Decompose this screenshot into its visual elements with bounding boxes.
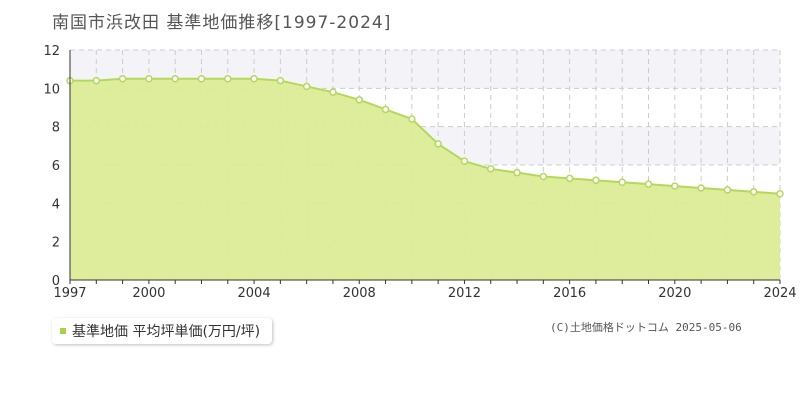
data-point — [355, 96, 364, 104]
data-point — [749, 188, 758, 196]
data-point — [460, 157, 469, 165]
data-point — [408, 115, 416, 123]
data-point — [592, 176, 600, 185]
data-point — [723, 186, 732, 194]
series-line — [70, 77, 781, 195]
y-tick-label: 8 — [52, 121, 60, 136]
area-fill — [70, 78, 780, 280]
data-point — [381, 105, 390, 114]
x-tick-label: 1997 — [53, 286, 86, 301]
x-tick-label: 2012 — [448, 286, 481, 301]
data-point — [618, 178, 626, 186]
x-tick-label: 2016 — [553, 286, 586, 301]
legend-label: 基準地価 平均坪単価(万円/坪) — [72, 324, 261, 340]
data-point — [118, 75, 127, 83]
x-tick-label: 2024 — [763, 286, 796, 301]
data-point — [302, 82, 311, 91]
y-tick-label: 12 — [43, 44, 60, 59]
credit-text: (C)土地価格ドットコム 2025-05-06 — [550, 321, 742, 334]
legend-swatch — [60, 328, 66, 334]
data-point — [197, 75, 206, 83]
data-point — [671, 182, 679, 190]
data-point — [329, 88, 337, 96]
data-point — [171, 75, 179, 83]
x-tick-label: 2008 — [343, 286, 376, 301]
data-point — [92, 76, 101, 85]
x-tick-label: 2000 — [132, 286, 165, 301]
data-point — [145, 75, 153, 83]
x-tick-label: 2004 — [238, 286, 271, 301]
data-point — [513, 168, 521, 177]
y-tick-label: 6 — [52, 159, 60, 174]
data-point — [565, 174, 574, 183]
data-point — [224, 75, 232, 83]
data-point — [486, 165, 495, 173]
y-tick-label: 4 — [52, 197, 60, 212]
data-point — [276, 76, 285, 85]
y-tick-label: 2 — [52, 236, 60, 251]
chart-title: 南国市浜改田 基準地価推移[1997-2024] — [52, 13, 392, 33]
y-tick-label: 0 — [52, 274, 60, 289]
data-point — [539, 172, 548, 181]
data-point — [644, 180, 653, 188]
data-point — [250, 75, 258, 83]
data-point — [697, 184, 705, 192]
data-point — [776, 190, 784, 198]
x-tick-label: 2020 — [658, 286, 691, 301]
y-tick-label: 10 — [43, 82, 60, 97]
legend: 基準地価 平均坪単価(万円/坪) — [52, 318, 273, 344]
data-point — [434, 140, 442, 148]
